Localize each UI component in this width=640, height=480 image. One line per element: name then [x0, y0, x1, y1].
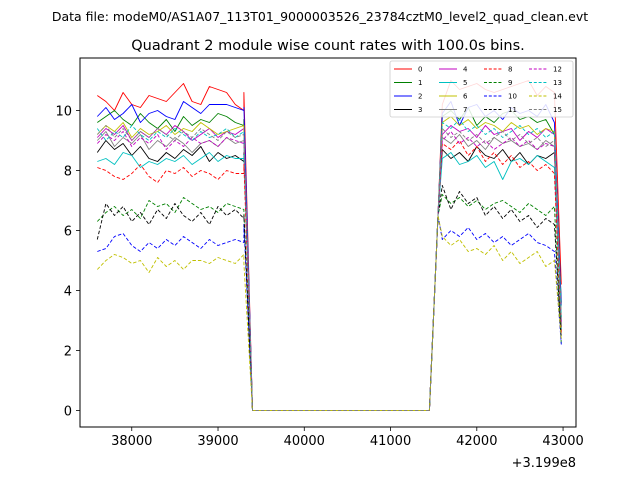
- legend-label-11: 11: [508, 106, 517, 114]
- x-tick-label: 39000: [197, 434, 238, 449]
- x-tick-label: 41000: [370, 434, 411, 449]
- legend-label-6: 6: [463, 93, 468, 101]
- y-axis: 0 2 4 6 8 10: [55, 105, 80, 420]
- y-tick-label: 10: [55, 105, 72, 120]
- series-line-14: [96, 215, 562, 411]
- x-tick-label: 40000: [284, 434, 325, 449]
- x-tick-label: 42000: [456, 434, 497, 449]
- series-line-15: [96, 125, 562, 411]
- y-tick-label: 6: [64, 225, 72, 240]
- legend-label-0: 0: [418, 66, 422, 74]
- legend-label-15: 15: [553, 106, 562, 114]
- legend-label-14: 14: [553, 93, 562, 101]
- series-lines: [96, 80, 562, 411]
- y-tick-label: 2: [64, 345, 72, 360]
- y-tick-label: 4: [64, 285, 72, 300]
- legend-label-2: 2: [418, 93, 422, 101]
- series-line-9: [96, 194, 562, 411]
- legend-label-5: 5: [463, 79, 467, 87]
- chart-title: Quadrant 2 module wise count rates with …: [131, 38, 525, 54]
- y-tick-label: 0: [64, 405, 72, 420]
- legend-label-3: 3: [418, 106, 422, 114]
- legend-frame: [389, 60, 574, 118]
- legend-label-4: 4: [463, 66, 468, 74]
- legend-label-7: 7: [463, 106, 467, 114]
- series-line-11: [96, 185, 562, 411]
- legend-label-8: 8: [508, 66, 512, 74]
- x-tick-label: 38000: [111, 434, 152, 449]
- legend-label-13: 13: [553, 79, 562, 87]
- chart-suptitle: Data file: modeM0/AS1A07_113T01_90000035…: [52, 9, 588, 24]
- plot-area: [80, 58, 576, 427]
- y-tick-label: 8: [64, 165, 72, 180]
- plot-frame: [79, 57, 577, 428]
- x-offset-label: +3.199e8: [512, 456, 576, 471]
- x-tick-label: 43000: [542, 434, 583, 449]
- legend-label-12: 12: [553, 66, 562, 74]
- x-axis: 38000 39000 40000 41000 42000 43000: [111, 427, 584, 449]
- legend-label-10: 10: [508, 93, 517, 101]
- legend-label-1: 1: [418, 79, 422, 87]
- legend-label-9: 9: [508, 79, 512, 87]
